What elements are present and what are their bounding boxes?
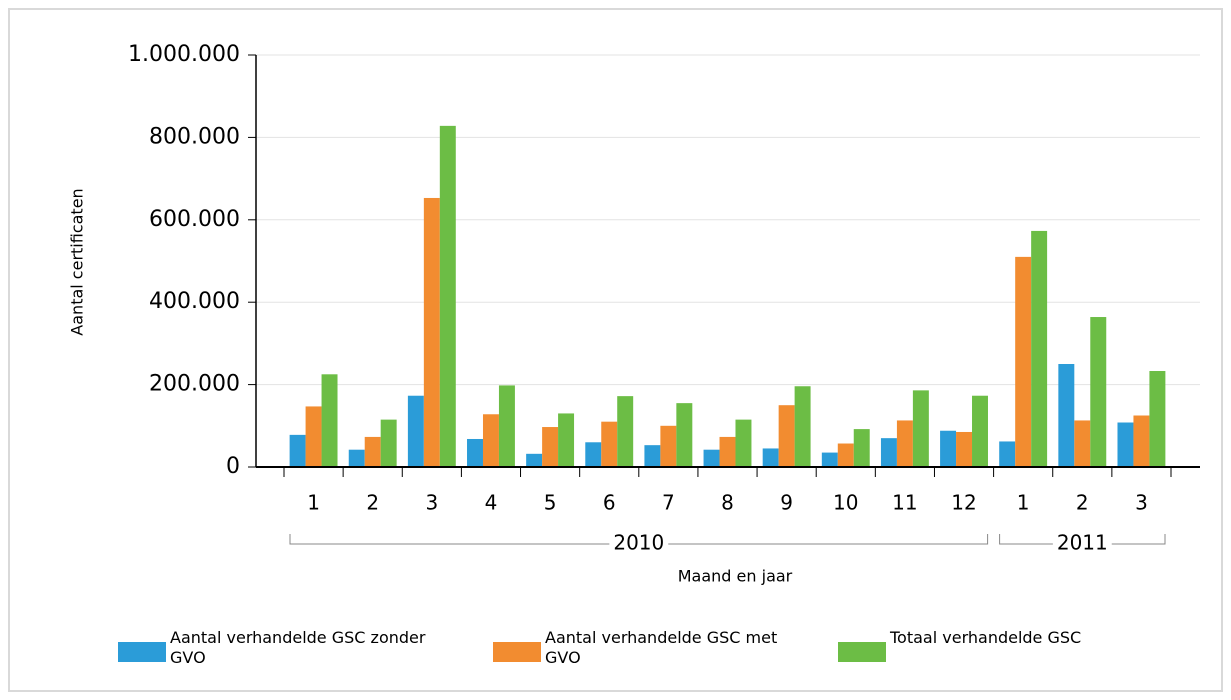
x-tick-label: 2 bbox=[366, 491, 379, 515]
bar bbox=[482, 414, 499, 467]
legend-label: Totaal verhandelde GSC bbox=[890, 628, 1082, 647]
bar bbox=[364, 436, 381, 467]
x-tick-label: 3 bbox=[425, 491, 438, 515]
bar bbox=[526, 453, 543, 467]
bar bbox=[439, 125, 456, 467]
bar bbox=[880, 438, 897, 467]
x-tick-label: 1 bbox=[1017, 491, 1030, 515]
bar bbox=[321, 374, 338, 467]
x-tick-label: 2 bbox=[1076, 491, 1089, 515]
bar bbox=[703, 449, 720, 467]
bar bbox=[719, 436, 736, 467]
x-tick-label: 6 bbox=[603, 491, 616, 515]
x-axis-title: Maand en jaar bbox=[678, 567, 793, 586]
bar bbox=[1015, 256, 1032, 467]
bar bbox=[585, 442, 602, 467]
legend-swatch bbox=[838, 642, 886, 662]
legend-item: Totaal verhandelde GSC bbox=[838, 628, 1168, 662]
x-tick-label: 8 bbox=[721, 491, 734, 515]
y-axis-title: Aantal certificaten bbox=[68, 188, 87, 335]
bar bbox=[1149, 371, 1166, 467]
bar bbox=[762, 448, 779, 467]
x-tick-label: 7 bbox=[662, 491, 675, 515]
bar bbox=[1090, 317, 1107, 467]
y-tick-label: 1.000.000 bbox=[128, 42, 240, 67]
y-tick-label: 600.000 bbox=[149, 207, 240, 232]
x-tick-label: 4 bbox=[485, 491, 498, 515]
bar bbox=[999, 441, 1016, 467]
x-tick-label: 11 bbox=[892, 491, 917, 515]
x-tick-label: 10 bbox=[833, 491, 858, 515]
bar bbox=[896, 420, 913, 467]
bar bbox=[601, 421, 618, 467]
bar bbox=[1031, 230, 1048, 467]
bar bbox=[735, 419, 752, 467]
bar bbox=[542, 427, 559, 467]
bar bbox=[498, 385, 515, 467]
bar bbox=[407, 395, 424, 467]
bar bbox=[467, 438, 483, 467]
bar bbox=[837, 443, 854, 467]
bar bbox=[912, 390, 929, 467]
x-tick-label: 9 bbox=[780, 491, 793, 515]
legend-item: Aantal verhandelde GSC zonder GVO bbox=[118, 628, 448, 668]
x-tick-label: 12 bbox=[951, 491, 976, 515]
y-tick-label: 0 bbox=[226, 454, 240, 479]
bar bbox=[956, 431, 973, 467]
bar bbox=[348, 449, 365, 467]
bar bbox=[821, 452, 838, 467]
frame bbox=[8, 8, 1223, 692]
bar bbox=[778, 405, 795, 467]
group-label-bg bbox=[1052, 532, 1112, 556]
x-tick-label: 5 bbox=[544, 491, 557, 515]
y-tick-label: 800.000 bbox=[149, 124, 240, 149]
y-tick-label: 400.000 bbox=[149, 289, 240, 314]
bar bbox=[617, 396, 634, 467]
bar bbox=[558, 413, 575, 467]
bar bbox=[940, 430, 957, 467]
bar bbox=[305, 406, 322, 467]
legend-swatch bbox=[118, 642, 166, 662]
legend-label: Aantal verhandelde GSC met GVO bbox=[545, 628, 778, 667]
legend-label: Aantal verhandelde GSC zonder GVO bbox=[170, 628, 426, 667]
legend-swatch bbox=[493, 642, 541, 662]
x-tick-label: 1 bbox=[307, 491, 320, 515]
group-label: 2010 bbox=[613, 531, 664, 555]
bar bbox=[794, 386, 811, 467]
legend-item: Aantal verhandelde GSC met GVO bbox=[493, 628, 823, 668]
group-label: 2011 bbox=[1057, 531, 1108, 555]
bar bbox=[1133, 415, 1150, 467]
bar bbox=[676, 403, 693, 467]
bar bbox=[660, 425, 677, 467]
bar bbox=[380, 419, 397, 467]
bar bbox=[644, 445, 661, 467]
y-tick-label: 200.000 bbox=[149, 372, 240, 397]
x-tick-label: 3 bbox=[1135, 491, 1148, 515]
bar bbox=[853, 429, 870, 467]
bar bbox=[1058, 364, 1075, 467]
bar bbox=[1117, 422, 1134, 467]
bar bbox=[423, 197, 440, 468]
bar bbox=[289, 434, 306, 467]
bar bbox=[1074, 420, 1091, 467]
bar bbox=[972, 395, 988, 467]
group-label-bg bbox=[609, 532, 669, 556]
